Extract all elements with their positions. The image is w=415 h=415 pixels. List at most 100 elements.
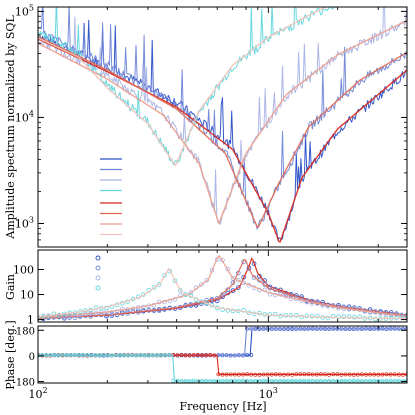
phase-marker	[126, 353, 131, 358]
phase-marker	[314, 327, 319, 331]
phase-marker	[396, 378, 401, 383]
phase-marker	[290, 378, 295, 383]
gain-axes-frame	[37, 249, 408, 323]
gain-panel: 1 10 100 Gain	[4, 249, 408, 327]
phase-marker	[388, 372, 393, 377]
phase-marker	[245, 353, 250, 358]
phase-marker	[364, 372, 368, 377]
phase-marker	[261, 372, 266, 377]
amplitude-series-modeled-6	[38, 19, 407, 224]
phase-marker	[331, 326, 336, 331]
x-tick-label: 103	[259, 386, 278, 401]
phase-marker	[142, 353, 147, 358]
phase-marker	[97, 353, 102, 358]
phase-marker	[380, 372, 385, 377]
phase-axes-frame	[37, 325, 408, 384]
phase-marker	[220, 372, 225, 377]
phase-marker	[191, 378, 196, 383]
amplitude-series-modeled-5	[38, 35, 407, 229]
phase-marker	[191, 353, 196, 358]
phase-marker	[396, 326, 401, 331]
phase-line-2	[38, 354, 407, 375]
gain-marker	[38, 315, 41, 320]
phase-marker	[376, 372, 381, 377]
amplitude-series-measured-3	[38, 7, 337, 166]
phase-marker	[68, 353, 73, 357]
phase-marker	[310, 372, 315, 377]
phase-marker	[298, 372, 303, 377]
phase-marker	[249, 326, 254, 331]
phase-marker	[44, 353, 49, 357]
gain-marker	[373, 309, 378, 314]
phase-marker	[323, 372, 327, 377]
phase-marker	[81, 353, 86, 357]
phase-marker	[347, 372, 352, 377]
phase-marker	[261, 378, 266, 383]
phase-marker	[154, 353, 159, 358]
amplitude-ytick-label: 104	[15, 109, 34, 124]
gain-marker	[304, 313, 310, 319]
phase-marker	[195, 352, 200, 357]
gain-marker	[404, 315, 407, 321]
phase-marker	[347, 326, 352, 331]
phase-marker	[392, 326, 397, 331]
gain-marker	[178, 288, 183, 293]
gain-marker	[362, 307, 368, 313]
phase-marker	[355, 372, 360, 377]
phase-marker	[339, 378, 344, 383]
amplitude-ylabel: Amplitude spectrum normalized by SQL	[4, 15, 17, 240]
phase-marker	[245, 372, 250, 377]
gain-marker	[346, 314, 352, 319]
gain-marker	[72, 313, 78, 319]
phase-marker	[232, 353, 237, 358]
gain-marker	[336, 314, 341, 320]
gain-marker	[325, 315, 331, 321]
phase-marker	[343, 378, 348, 383]
gain-marker	[62, 315, 67, 321]
phase-marker	[302, 327, 307, 331]
phase-marker	[282, 372, 286, 377]
phase-marker	[384, 372, 389, 377]
phase-marker	[339, 372, 344, 377]
phase-marker	[60, 352, 65, 357]
gain-marker	[293, 312, 299, 318]
phase-marker	[294, 372, 299, 377]
phase-marker	[212, 378, 217, 383]
phase-marker	[220, 353, 225, 358]
phase-marker	[318, 326, 323, 331]
phase-marker	[372, 326, 377, 331]
phase-marker	[77, 353, 81, 358]
phase-marker	[310, 326, 315, 331]
phase-marker	[52, 353, 57, 358]
gain-marker	[272, 311, 278, 317]
phase-marker	[302, 372, 307, 377]
phase-marker	[339, 326, 344, 331]
phase-marker	[277, 327, 282, 332]
phase-marker	[380, 378, 385, 383]
phase-marker	[212, 353, 217, 358]
phase-marker	[253, 372, 258, 377]
gain-marker	[330, 313, 336, 319]
phase-marker	[298, 326, 303, 331]
phase-line-1	[38, 328, 407, 356]
gain-marker	[230, 308, 236, 314]
phase-marker	[204, 353, 209, 358]
phase-marker	[159, 352, 163, 357]
phase-marker	[175, 353, 180, 358]
phase-marker	[200, 353, 204, 358]
phase-marker	[216, 372, 221, 377]
gain-marker	[373, 316, 378, 322]
phase-marker	[134, 353, 139, 358]
phase-marker	[130, 353, 135, 358]
phase-marker	[294, 326, 299, 331]
gain-marker	[125, 309, 130, 315]
gain-marker	[220, 294, 225, 300]
gain-ytick-label: 100	[13, 263, 34, 276]
phase-marker	[273, 372, 278, 377]
phase-marker	[306, 378, 311, 383]
gain-marker	[199, 282, 204, 287]
phase-marker	[265, 378, 270, 383]
phase-marker	[167, 353, 172, 358]
gain-marker	[156, 308, 162, 314]
gain-marker	[262, 282, 268, 287]
